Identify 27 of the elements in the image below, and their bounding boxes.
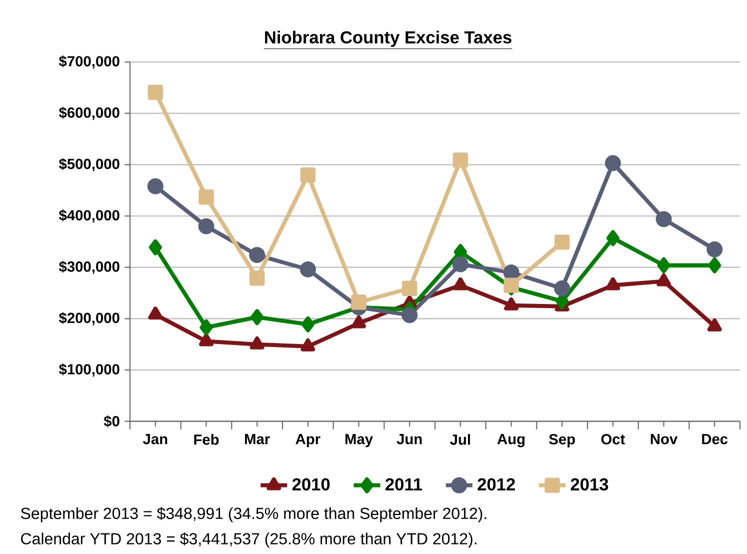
x-tick-label: Jan xyxy=(143,434,168,444)
y-tick-label: $600,000 xyxy=(58,106,120,120)
y-tick-label: $500,000 xyxy=(58,158,120,172)
x-tick-label: Mar xyxy=(245,434,270,444)
x-tick-label: Jul xyxy=(450,434,470,445)
x-tick-label: Apr xyxy=(296,434,320,448)
x-tick-label: Sep xyxy=(549,434,575,448)
y-tick-label: $0 xyxy=(104,415,120,428)
chart-title: Niobrara County Excise Taxes xyxy=(265,30,512,47)
x-tick-label: Oct xyxy=(601,434,625,444)
y-tick-label: $400,000 xyxy=(58,209,120,223)
text: Calendar YTD 2013 = $3,441,537 (25.8% more than YTD 2012). xyxy=(21,532,476,548)
text: September 2013 = $348,991 (34.5% more than September 2012). xyxy=(21,507,486,522)
y-tick-label: $700,000 xyxy=(58,55,120,69)
x-tick-label: Aug xyxy=(497,434,525,448)
x-tick-label: Dec xyxy=(702,434,728,444)
legend-label: 2012 xyxy=(478,478,515,491)
legend-label: 2011 xyxy=(386,478,422,491)
x-tick-label: May xyxy=(345,434,373,448)
legend-label: 2010 xyxy=(292,478,330,491)
y-tick-label: $300,000 xyxy=(58,260,120,274)
x-tick-label: Feb xyxy=(194,434,219,445)
y-tick-label: $100,000 xyxy=(58,363,120,377)
legend-label: 2013 xyxy=(570,478,608,491)
x-tick-label: Jun xyxy=(396,434,422,444)
y-tick-label: $200,000 xyxy=(58,312,120,326)
x-tick-label: Nov xyxy=(650,434,678,444)
